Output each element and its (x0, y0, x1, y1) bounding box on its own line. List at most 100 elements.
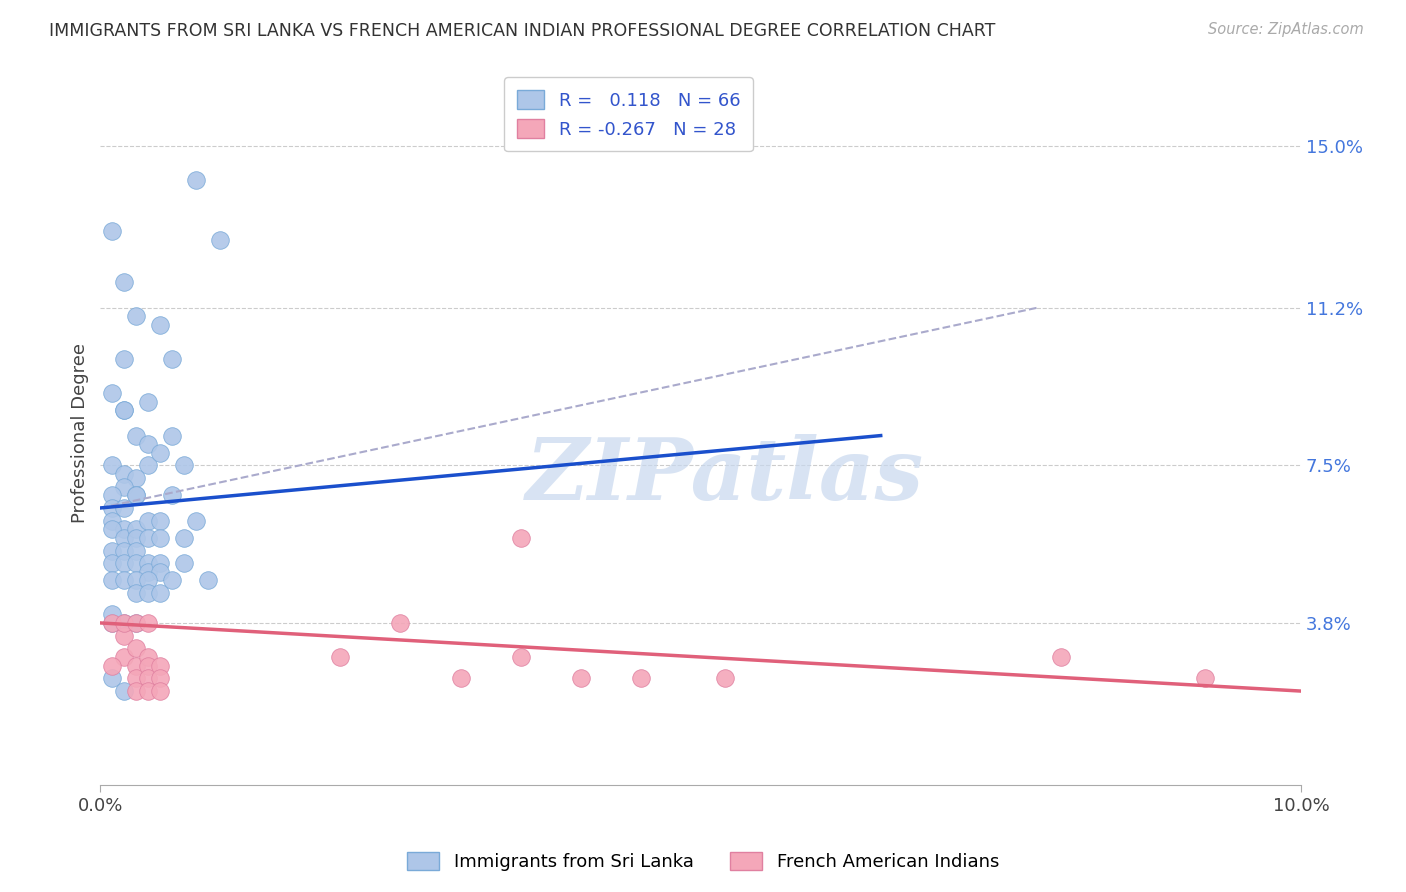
Point (450, 671, 472, 685)
Point (112, 500, 135, 515)
Point (173, 531, 195, 545)
Point (101, 615, 124, 630)
Point (101, 658, 124, 673)
Point (149, 671, 172, 685)
Point (125, 615, 148, 630)
Point (125, 557, 148, 571)
Point (173, 557, 195, 571)
Point (112, 275, 135, 289)
Text: Source: ZipAtlas.com: Source: ZipAtlas.com (1208, 22, 1364, 37)
Point (138, 586, 160, 600)
Text: IMMIGRANTS FROM SRI LANKA VS FRENCH AMERICAN INDIAN PROFESSIONAL DEGREE CORRELAT: IMMIGRANTS FROM SRI LANKA VS FRENCH AMER… (49, 22, 995, 40)
Point (112, 522, 135, 536)
Point (125, 310, 148, 324)
Point (125, 488, 148, 502)
Y-axis label: Professional Degree: Professional Degree (72, 343, 89, 524)
Point (389, 615, 412, 630)
Legend: Immigrants from Sri Lanka, French American Indians: Immigrants from Sri Lanka, French Americ… (399, 845, 1007, 879)
Point (125, 428, 148, 442)
Point (101, 514, 124, 528)
Point (162, 428, 184, 442)
Point (138, 514, 160, 528)
Point (112, 574, 135, 588)
Point (149, 658, 172, 673)
Point (138, 650, 160, 665)
Point (138, 658, 160, 673)
Point (112, 615, 135, 630)
Point (101, 386, 124, 401)
Point (125, 658, 148, 673)
Point (101, 500, 124, 515)
Point (101, 574, 124, 588)
Point (112, 480, 135, 494)
Point (509, 650, 531, 665)
Point (569, 671, 592, 685)
Legend: R =   0.118   N = 66, R = -0.267   N = 28: R = 0.118 N = 66, R = -0.267 N = 28 (505, 77, 752, 152)
Point (162, 488, 184, 502)
Point (138, 671, 160, 685)
Point (138, 615, 160, 630)
Point (329, 650, 352, 665)
Point (112, 403, 135, 417)
Point (112, 557, 135, 571)
Point (101, 543, 124, 558)
Point (125, 671, 148, 685)
Point (101, 458, 124, 473)
Point (112, 629, 135, 643)
Point (125, 615, 148, 630)
Point (125, 684, 148, 698)
Point (112, 531, 135, 545)
Point (186, 173, 208, 187)
Point (112, 351, 135, 366)
Point (162, 351, 184, 366)
Point (1049, 650, 1071, 665)
Point (149, 684, 172, 698)
Point (197, 574, 219, 588)
Point (112, 684, 135, 698)
Point (125, 471, 148, 485)
Point (112, 650, 135, 665)
Point (125, 543, 148, 558)
Point (162, 574, 184, 588)
Point (138, 557, 160, 571)
Point (101, 488, 124, 502)
Point (149, 318, 172, 332)
Point (101, 671, 124, 685)
Point (149, 514, 172, 528)
Point (713, 671, 735, 685)
Point (509, 531, 531, 545)
Point (125, 522, 148, 536)
Point (101, 607, 124, 622)
Point (173, 458, 195, 473)
Point (112, 467, 135, 481)
Point (138, 437, 160, 451)
Point (1194, 671, 1216, 685)
Point (125, 488, 148, 502)
Point (209, 233, 232, 247)
Point (125, 574, 148, 588)
Point (149, 565, 172, 579)
Point (101, 224, 124, 238)
Point (149, 557, 172, 571)
Point (101, 557, 124, 571)
Point (138, 458, 160, 473)
Point (112, 543, 135, 558)
Point (112, 615, 135, 630)
Point (125, 586, 148, 600)
Point (138, 531, 160, 545)
Point (138, 565, 160, 579)
Point (630, 671, 652, 685)
Text: ZIPatlas: ZIPatlas (526, 434, 924, 517)
Point (149, 531, 172, 545)
Point (101, 522, 124, 536)
Point (125, 531, 148, 545)
Point (112, 403, 135, 417)
Point (138, 574, 160, 588)
Point (138, 394, 160, 409)
Point (149, 586, 172, 600)
Point (138, 684, 160, 698)
Point (149, 445, 172, 459)
Point (186, 514, 208, 528)
Point (101, 615, 124, 630)
Point (125, 641, 148, 656)
